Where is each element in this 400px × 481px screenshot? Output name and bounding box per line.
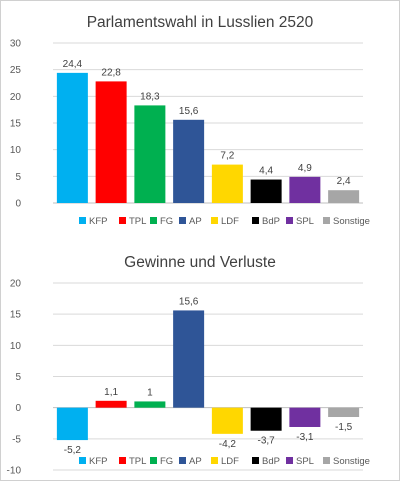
legend-swatch (79, 457, 86, 464)
bar-ldf (211, 164, 243, 203)
chart-title: Parlamentswahl in Lusslien 2520 (87, 14, 314, 31)
data-label: 18,3 (140, 91, 160, 102)
legend-entry: BdP (262, 216, 280, 227)
legend-entry: BdP (262, 456, 280, 467)
legend-swatch (179, 457, 186, 464)
legend-swatch (179, 217, 186, 224)
bar-sonstige (328, 190, 360, 203)
bar-ap (173, 119, 205, 203)
y-tick-label: 15 (10, 310, 22, 321)
bar-kfp (56, 407, 88, 441)
legend-swatch (119, 457, 126, 464)
y-tick-label: 30 (10, 39, 22, 50)
legend-swatch (119, 217, 126, 224)
data-label: 24,4 (63, 59, 83, 70)
data-label: -1,5 (335, 422, 353, 433)
election-results-chart: Parlamentswahl in Lusslien 2520 0 5 10 15 20… (10, 14, 370, 227)
y-tick-label: 15 (10, 119, 22, 130)
y-tick-label: 0 (15, 403, 21, 414)
data-label: 1,1 (104, 387, 118, 398)
data-label: 1 (147, 387, 153, 398)
gains-losses-chart: Gewinne und Verluste -10 -5 0 5 10 15 20 -5,2 1… (7, 254, 370, 477)
data-label: -4,2 (219, 439, 237, 450)
data-label: -3,1 (296, 432, 314, 443)
bar-kfp (56, 72, 88, 203)
legend-entry: LDF (221, 216, 239, 227)
legend-swatch (286, 217, 293, 224)
legend-entry: FG (160, 216, 173, 227)
bar-fg (134, 401, 166, 408)
legend-entry: AP (189, 456, 202, 467)
y-tick-label: 5 (15, 172, 21, 183)
data-label: 22,8 (101, 67, 121, 78)
legend-swatch (79, 217, 86, 224)
legend-swatch (286, 457, 293, 464)
legend-entry: Sonstige (333, 216, 370, 227)
data-label: -3,7 (258, 436, 276, 447)
legend-swatch (211, 217, 218, 224)
legend-entry: FG (160, 456, 173, 467)
data-label: 2,4 (337, 176, 351, 187)
bar-ap (173, 310, 205, 408)
data-label: 15,6 (179, 296, 199, 307)
bar-tpl (95, 81, 127, 203)
data-label: -5,2 (64, 445, 82, 456)
legend-entry: AP (189, 216, 202, 227)
bar-ldf (211, 407, 243, 434)
data-label: 4,4 (259, 166, 273, 177)
bar-bdp (250, 407, 282, 431)
legend-swatch (150, 457, 157, 464)
data-label: 15,6 (179, 106, 199, 117)
legend-swatch (252, 457, 259, 464)
legend-swatch (150, 217, 157, 224)
legend-swatch (323, 217, 330, 224)
legend-entry: TPL (129, 216, 146, 227)
legend-entry: LDF (221, 456, 239, 467)
data-label: 4,9 (298, 163, 312, 174)
legend-swatch (211, 457, 218, 464)
legend-entry: Sonstige (333, 456, 370, 467)
chart-title: Gewinne und Verluste (124, 254, 276, 271)
bar-spl (289, 407, 321, 427)
y-tick-label: -10 (7, 466, 22, 477)
y-tick-label: 10 (10, 145, 22, 156)
y-tick-label: 5 (15, 372, 21, 383)
y-tick-label: 20 (10, 279, 22, 290)
bar-sonstige (328, 407, 360, 418)
y-tick-label: 20 (10, 92, 22, 103)
y-tick-label: 0 (15, 199, 21, 210)
bar-fg (134, 105, 166, 203)
legend-entry: SPL (296, 216, 314, 227)
data-label: 7,2 (220, 151, 234, 162)
legend-entry: KFP (89, 456, 107, 467)
y-tick-label: 25 (10, 65, 22, 76)
y-tick-label: -5 (12, 434, 21, 445)
legend-entry: TPL (129, 456, 146, 467)
bar-bdp (250, 179, 282, 203)
legend-swatch (252, 217, 259, 224)
legend-swatch (323, 457, 330, 464)
y-tick-label: 10 (10, 341, 22, 352)
bar-tpl (95, 400, 127, 408)
bar-spl (289, 176, 321, 203)
legend-entry: KFP (89, 216, 107, 227)
legend-entry: SPL (296, 456, 314, 467)
